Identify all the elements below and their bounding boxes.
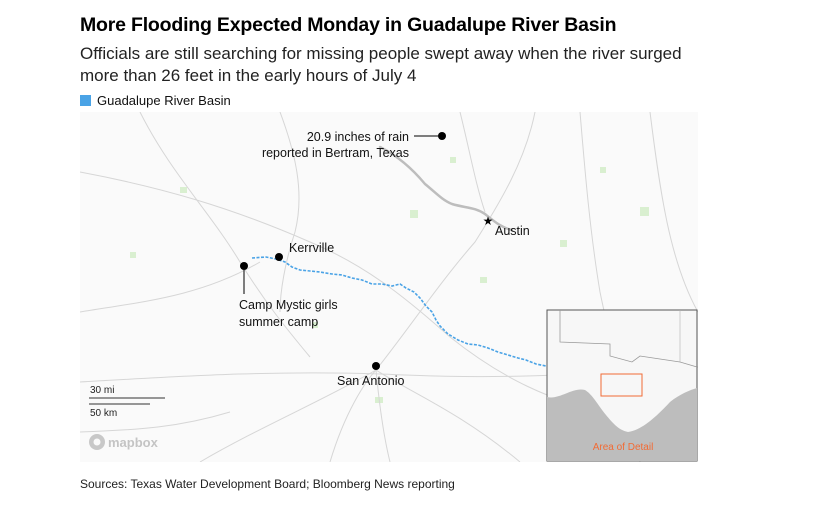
scale-km-label: 50 km — [90, 408, 117, 419]
bertram-marker[interactable] — [438, 132, 446, 140]
area-of-detail-box — [600, 373, 643, 397]
austin-star-icon[interactable]: ★ — [483, 214, 494, 228]
road — [375, 369, 391, 463]
park-area — [560, 240, 567, 247]
inset-map[interactable]: Area of Detail — [546, 309, 698, 462]
road — [459, 111, 486, 213]
mapbox-wordmark: mapbox — [108, 435, 159, 450]
park-area — [480, 277, 487, 283]
map-canvas[interactable]: 20.9 inches of rain reported in Bertram,… — [79, 111, 699, 463]
park-area — [180, 187, 187, 193]
map[interactable]: 20.9 inches of rain reported in Bertram,… — [79, 111, 699, 463]
road — [649, 111, 699, 313]
park-area — [312, 322, 318, 328]
roads — [79, 111, 699, 463]
page-title: More Flooding Expected Monday in Guadalu… — [80, 14, 617, 36]
area-of-detail-label: Area of Detail — [593, 442, 654, 453]
scale-miles-label: 30 mi — [90, 385, 114, 396]
austin-label: Austin — [495, 224, 530, 238]
bertram-label-line1: 20.9 inches of rain — [307, 130, 409, 144]
road — [139, 111, 311, 358]
legend-swatch — [80, 95, 91, 106]
road — [79, 411, 231, 433]
page-subtitle: Officials are still searching for missin… — [80, 44, 682, 85]
mapbox-logo[interactable]: mapbox — [89, 434, 159, 450]
san-antonio-marker[interactable] — [372, 362, 380, 370]
camp-label-line2: summer camp — [239, 315, 318, 329]
kerrville-label: Kerrville — [289, 241, 334, 255]
guadalupe-river — [251, 256, 547, 367]
gulf-water — [547, 388, 697, 461]
road — [279, 111, 300, 313]
source-note: Sources: Texas Water Development Board; … — [80, 477, 455, 491]
legend-label: Guadalupe River Basin — [97, 93, 231, 108]
road — [79, 261, 261, 313]
kerrville-marker[interactable] — [275, 253, 283, 261]
camp-label-line1: Camp Mystic girls — [239, 298, 338, 312]
state-borders — [559, 310, 698, 368]
san-antonio-label: San Antonio — [337, 374, 404, 388]
road — [79, 171, 621, 418]
road — [329, 111, 536, 463]
mapbox-icon-inner — [93, 438, 101, 446]
camp-mystic-marker[interactable] — [240, 262, 248, 270]
map-legend: Guadalupe River Basin — [80, 93, 231, 108]
bertram-label-line2: reported in Bertram, Texas — [262, 146, 409, 160]
road — [199, 369, 377, 463]
park-area — [450, 157, 456, 163]
park-area — [640, 207, 649, 216]
lake-chain — [378, 145, 514, 232]
park-area — [130, 252, 136, 258]
road — [375, 369, 521, 463]
park-area — [410, 210, 418, 218]
park-area — [600, 167, 606, 173]
